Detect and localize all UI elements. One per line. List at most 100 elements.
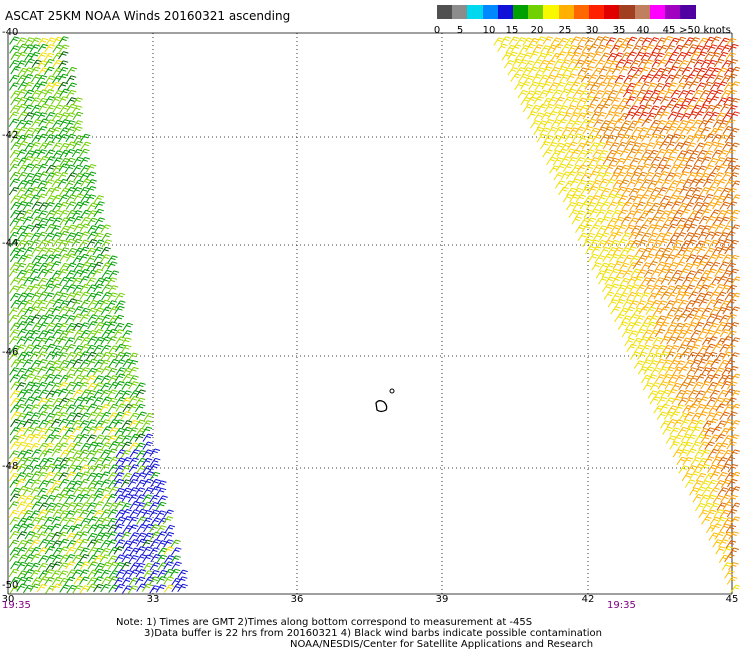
- wind-barb: [569, 178, 581, 187]
- wind-barb: [108, 441, 120, 450]
- wind-barb: [30, 389, 42, 398]
- wind-barb: [690, 329, 702, 339]
- wind-barb: [37, 268, 49, 278]
- wind-barb: [686, 239, 697, 248]
- wind-barb: [691, 104, 702, 113]
- wind-barb: [674, 276, 685, 285]
- wind-barb: [50, 276, 62, 286]
- wind-barb: [704, 231, 716, 240]
- wind-barb: [719, 329, 731, 338]
- wind-barb: [665, 156, 676, 165]
- wind-barb: [163, 584, 175, 593]
- wind-barb: [593, 36, 604, 45]
- wind-barb: [65, 126, 77, 135]
- wind-barb: [73, 193, 84, 202]
- y-tick-label: -46: [2, 347, 19, 358]
- wind-barb: [717, 134, 729, 143]
- wind-barb: [106, 261, 118, 270]
- wind-barb: [610, 306, 621, 315]
- wind-barb: [135, 546, 146, 555]
- wind-barb: [697, 411, 709, 420]
- wind-barb: [94, 224, 105, 233]
- wind-barb: [662, 52, 673, 61]
- wind-barb: [584, 37, 595, 46]
- wind-barb: [57, 96, 69, 105]
- wind-barb: [51, 404, 62, 414]
- wind-barb: [557, 118, 568, 128]
- wind-barb: [9, 217, 21, 227]
- wind-barb: [604, 276, 616, 285]
- wind-barb: [156, 569, 168, 579]
- wind-barb: [93, 195, 104, 204]
- wind-barb: [698, 509, 709, 519]
- wind-barb: [79, 464, 90, 473]
- wind-barb: [694, 433, 706, 443]
- wind-barb: [80, 141, 92, 150]
- wind-barb: [696, 51, 708, 60]
- wind-barb: [694, 449, 705, 458]
- wind-barb: [634, 231, 645, 240]
- wind-barb: [661, 359, 673, 368]
- wind-barb: [24, 381, 35, 390]
- wind-barb: [664, 89, 675, 98]
- wind-barb: [643, 59, 654, 68]
- wind-barb: [121, 516, 133, 525]
- wind-barb: [619, 66, 630, 75]
- wind-barb: [715, 449, 726, 458]
- wind-barb: [106, 300, 118, 309]
- wind-barb: [720, 463, 732, 472]
- wind-barb: [100, 419, 111, 428]
- wind-barb: [694, 502, 706, 512]
- wind-barb: [728, 531, 739, 540]
- wind-barb: [696, 149, 708, 159]
- wind-barb: [712, 539, 723, 548]
- wind-barb: [655, 148, 667, 158]
- wind-barb: [590, 179, 602, 189]
- wind-barb: [602, 239, 613, 249]
- wind-barb: [611, 82, 622, 91]
- wind-barb: [86, 358, 98, 368]
- wind-barb: [626, 343, 637, 353]
- wind-barb: [73, 486, 84, 496]
- wind-barb: [599, 36, 610, 45]
- wind-barb: [65, 494, 76, 503]
- wind-barb: [689, 165, 700, 174]
- wind-barb: [539, 127, 550, 136]
- wind-barb: [72, 126, 83, 135]
- wind-barb: [683, 232, 695, 241]
- wind-barb: [15, 358, 27, 368]
- wind-barb: [51, 232, 62, 241]
- wind-barb: [614, 74, 626, 84]
- wind-barb: [86, 217, 98, 226]
- wind-barb: [728, 127, 740, 137]
- wind-barb: [93, 501, 105, 510]
- wind-barb: [15, 210, 27, 219]
- wind-barb: [51, 389, 62, 398]
- wind-barb: [23, 104, 34, 113]
- wind-barb: [708, 239, 720, 249]
- wind-barb: [708, 322, 719, 332]
- wind-barb: [64, 427, 76, 436]
- wind-barb: [715, 112, 727, 121]
- wind-barb: [584, 246, 596, 255]
- wind-barb: [550, 150, 562, 159]
- wind-barb: [8, 74, 20, 84]
- wind-barb: [134, 403, 146, 413]
- wind-barb: [79, 576, 90, 585]
- wind-barb: [728, 268, 739, 277]
- wind-barb: [601, 171, 612, 181]
- wind-barb: [680, 433, 692, 442]
- wind-barb: [666, 419, 678, 428]
- wind-barb: [716, 516, 727, 526]
- wind-barb: [649, 396, 661, 405]
- wind-barb: [156, 525, 167, 534]
- wind-barb: [128, 366, 139, 376]
- wind-barb: [10, 404, 21, 413]
- wind-barb: [705, 412, 716, 421]
- wind-barb: [65, 434, 76, 444]
- wind-barb: [37, 524, 48, 533]
- wind-barb: [696, 246, 708, 255]
- wind-barb: [682, 179, 694, 188]
- wind-barb: [522, 67, 533, 76]
- wind-barb: [547, 96, 558, 106]
